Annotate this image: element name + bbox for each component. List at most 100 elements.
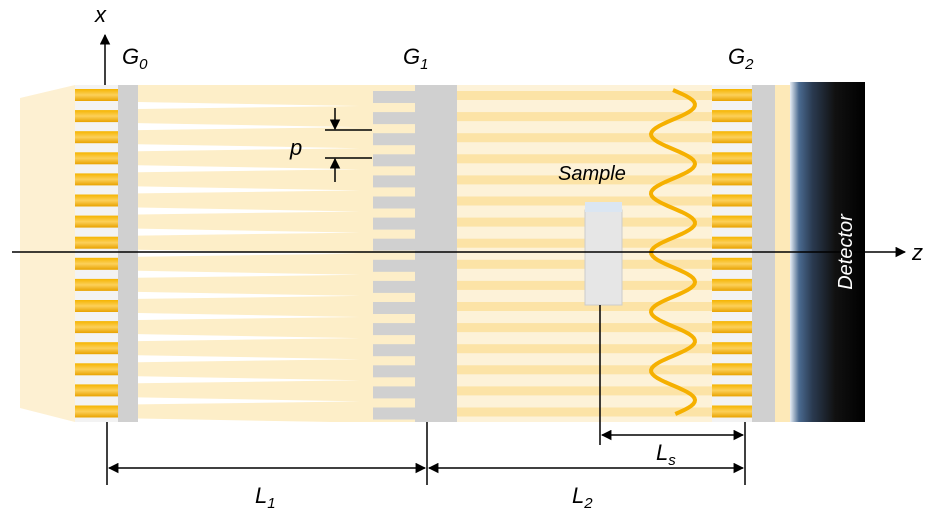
tooth: [373, 217, 415, 230]
tooth: [75, 152, 118, 165]
tooth: [373, 133, 415, 146]
beam-gap: [138, 123, 360, 131]
tooth: [75, 236, 118, 249]
beam-gap: [138, 397, 360, 405]
beam-gap: [138, 207, 360, 215]
x-label: x: [94, 2, 107, 27]
tooth: [373, 238, 415, 251]
beam-gap: [138, 144, 360, 152]
tooth: [75, 194, 118, 207]
tooth: [712, 131, 752, 144]
tooth: [712, 215, 752, 228]
tooth: [712, 236, 752, 249]
tooth: [373, 323, 415, 336]
beam-gap: [138, 270, 360, 278]
beam-gap: [138, 334, 360, 342]
tooth: [373, 91, 415, 103]
g0-teeth: [75, 89, 118, 418]
beam-gap: [138, 165, 360, 173]
z-label: z: [911, 240, 923, 265]
fringe: [457, 344, 712, 354]
tooth: [373, 259, 415, 272]
sample-label: Sample: [558, 163, 626, 185]
tooth: [712, 342, 752, 355]
tooth: [712, 321, 752, 334]
tooth: [75, 384, 118, 397]
incoming-beam: [20, 85, 75, 422]
tooth: [373, 302, 415, 314]
g2-label: G2: [728, 44, 754, 73]
fringe: [457, 133, 712, 143]
tooth: [75, 89, 118, 101]
beam-gap: [138, 355, 360, 363]
fringe: [457, 386, 712, 396]
tooth: [373, 365, 415, 378]
tooth: [75, 363, 118, 376]
tooth: [712, 278, 752, 291]
gap: [775, 85, 790, 422]
detector-label: Detector: [835, 213, 857, 290]
g1-label: G1: [403, 44, 428, 73]
fringe: [457, 112, 712, 122]
beam-pattern: [138, 102, 360, 426]
tooth: [75, 278, 118, 291]
l2-label: L2: [572, 483, 593, 512]
tooth: [712, 194, 752, 207]
tooth: [75, 342, 118, 355]
tooth: [373, 344, 415, 357]
period-label: p: [289, 135, 302, 160]
tooth: [75, 131, 118, 144]
fringe: [457, 302, 712, 311]
fringe: [457, 365, 712, 375]
tooth: [712, 173, 752, 186]
tooth: [712, 89, 752, 101]
beam-gap: [138, 186, 360, 194]
g0-label: G0: [122, 44, 148, 73]
tooth: [712, 110, 752, 123]
tooth: [373, 407, 415, 420]
fringe: [457, 91, 712, 100]
fringe: [457, 154, 712, 164]
g2-substrate: [752, 85, 775, 422]
tooth: [373, 386, 415, 399]
tooth: [373, 175, 415, 188]
tooth: [75, 405, 118, 418]
tooth: [75, 321, 118, 334]
tooth: [712, 257, 752, 270]
beam-gap: [138, 376, 360, 384]
tooth: [712, 384, 752, 397]
tooth: [712, 363, 752, 376]
layout: [12, 33, 907, 485]
l1-label: L1: [255, 483, 276, 512]
tooth: [712, 300, 752, 312]
tooth: [75, 300, 118, 312]
g1-teeth: [373, 91, 415, 420]
tooth: [75, 215, 118, 228]
tooth: [712, 405, 752, 418]
tooth: [373, 112, 415, 125]
dimensions: [106, 108, 746, 485]
tooth: [75, 110, 118, 123]
ls-label: Ls: [656, 440, 676, 469]
beam-gap: [138, 102, 360, 109]
fringe: [457, 407, 712, 417]
beam-gap: [138, 228, 360, 236]
beam-gap: [138, 291, 360, 299]
sample: [584, 209, 623, 306]
beam-gap: [138, 418, 360, 426]
tooth: [75, 257, 118, 270]
tooth: [373, 280, 415, 293]
tooth: [373, 196, 415, 209]
sample-cap: [585, 202, 622, 212]
tooth: [75, 173, 118, 186]
tooth: [373, 154, 415, 167]
g2-teeth: [712, 89, 752, 418]
beam-gap: [138, 313, 360, 320]
g0-substrate: [118, 85, 138, 422]
g1-substrate: [415, 85, 457, 422]
fringe: [457, 323, 712, 333]
fringe: [457, 175, 712, 185]
tooth: [712, 152, 752, 165]
fringe: [457, 196, 712, 206]
